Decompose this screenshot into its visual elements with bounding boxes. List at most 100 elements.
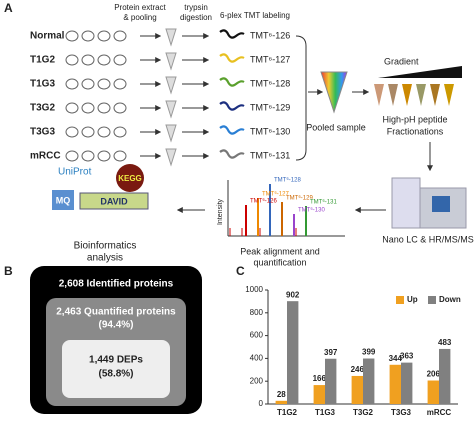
logos: UniProt KEGG MQ DAVID xyxy=(52,164,149,210)
panel-label: B xyxy=(4,264,13,278)
value-label: 344 xyxy=(389,354,403,363)
peak-label: TMT⁶-126 xyxy=(250,198,277,205)
panel-label: A xyxy=(4,1,13,15)
x-tick-label: mRCC xyxy=(427,408,452,417)
logo: KEGG xyxy=(118,174,142,183)
sample-label: T3G2 xyxy=(30,103,55,114)
cell-icon xyxy=(113,30,127,42)
peptide-tag xyxy=(219,29,245,39)
sample-label: T1G3 xyxy=(30,79,55,90)
bioinformatics-label: Bioinformatics xyxy=(74,241,137,252)
panel-label: C xyxy=(236,264,245,278)
value-label: 246 xyxy=(351,365,365,374)
cell-icon xyxy=(81,126,95,138)
cell-icon xyxy=(97,102,111,114)
bar xyxy=(275,400,287,404)
y-tick-label: 0 xyxy=(259,399,264,408)
column-header: 6-plex TMT labeling xyxy=(220,11,290,20)
pooled-tube xyxy=(320,71,348,114)
deps-box xyxy=(62,340,170,398)
deps-label: 1,449 DEPs xyxy=(89,355,143,366)
cell-icon xyxy=(81,30,95,42)
x-tick-label: T1G2 xyxy=(277,408,298,417)
value-label: 397 xyxy=(324,348,338,357)
instrument-label: Nano LC & HR/MS/MS xyxy=(382,234,474,244)
column-header: Protein extract & pooling xyxy=(114,3,166,22)
peak-label: quantification xyxy=(253,257,306,267)
tube xyxy=(165,76,177,95)
cell-icon xyxy=(97,150,111,162)
logo: DAVID xyxy=(100,196,128,206)
cell-icon xyxy=(65,30,79,42)
spectrum xyxy=(227,180,345,237)
sample-label: mRCC xyxy=(30,151,61,162)
peak-label: TMT⁶-129 xyxy=(286,195,313,202)
x-tick-label: T3G3 xyxy=(391,408,412,417)
value-label: 483 xyxy=(438,338,452,347)
value-label: 28 xyxy=(277,390,286,399)
bracket xyxy=(295,35,307,161)
tube xyxy=(165,100,177,119)
tmt-label: TMT⁶-131 xyxy=(250,150,290,160)
quantified-label: 2,463 Quantified proteins xyxy=(56,307,176,318)
peptide-tag xyxy=(219,101,245,111)
bar xyxy=(389,364,401,404)
peptide-tag xyxy=(219,149,245,159)
tmt-label: TMT⁶-127 xyxy=(250,54,290,64)
cell-icon xyxy=(113,78,127,90)
bar xyxy=(363,358,375,404)
fractionation-label: Fractionations xyxy=(387,126,444,136)
peak-label: TMT⁶-128 xyxy=(274,177,301,184)
tube xyxy=(165,52,177,71)
legend-label: Up xyxy=(407,295,418,304)
instrument xyxy=(391,177,467,229)
bar xyxy=(351,375,363,404)
bar xyxy=(287,301,299,404)
sample-label: Normal xyxy=(30,31,65,42)
x-tick-label: T3G2 xyxy=(353,408,374,417)
peak-label: TMT⁶-127 xyxy=(262,191,289,198)
gradient-wedge xyxy=(378,66,462,78)
value-label: 399 xyxy=(362,348,376,357)
peptide-tag xyxy=(219,125,245,135)
deps-label: (58.8%) xyxy=(98,369,133,380)
tmt-label: TMT⁶-129 xyxy=(250,102,290,112)
tube xyxy=(165,28,177,47)
identified-label: 2,608 Identified proteins xyxy=(59,279,174,290)
value-label: 363 xyxy=(400,352,414,361)
cell-icon xyxy=(113,54,127,66)
quantified-label: (94.4%) xyxy=(98,320,133,331)
fractions xyxy=(374,84,454,106)
peak-label: Peak alignment and xyxy=(240,246,320,256)
bar xyxy=(439,348,451,404)
gradient-label: Gradient xyxy=(384,56,419,66)
legend-swatch xyxy=(396,296,404,304)
cell-icon xyxy=(65,102,79,114)
cell-icon xyxy=(81,78,95,90)
cell-icon xyxy=(65,150,79,162)
y-tick-label: 600 xyxy=(250,331,264,340)
cell-icon xyxy=(65,54,79,66)
logo: UniProt xyxy=(58,167,92,178)
cell-icon xyxy=(97,30,111,42)
legend-swatch xyxy=(428,296,436,304)
y-tick-label: 200 xyxy=(250,376,264,385)
peptide-tag xyxy=(219,53,245,63)
peak-label: TMT⁶-130 xyxy=(298,207,325,214)
sample-label: T1G2 xyxy=(30,55,55,66)
sample-label: T3G3 xyxy=(30,127,55,138)
tmt-label: TMT⁶-128 xyxy=(250,78,290,88)
peak-label: TMT⁶-131 xyxy=(310,199,337,206)
value-label: 902 xyxy=(286,290,300,299)
axis-label: Intensity xyxy=(217,198,224,225)
cell-icon xyxy=(65,78,79,90)
y-tick-label: 800 xyxy=(250,308,264,317)
bioinformatics-label: analysis xyxy=(87,253,123,264)
value-label: 206 xyxy=(427,370,441,379)
column-header: trypsin digestion xyxy=(180,3,212,22)
bar xyxy=(401,362,413,404)
legend-label: Down xyxy=(439,295,461,304)
bar xyxy=(325,358,337,404)
cell-icon xyxy=(97,54,111,66)
